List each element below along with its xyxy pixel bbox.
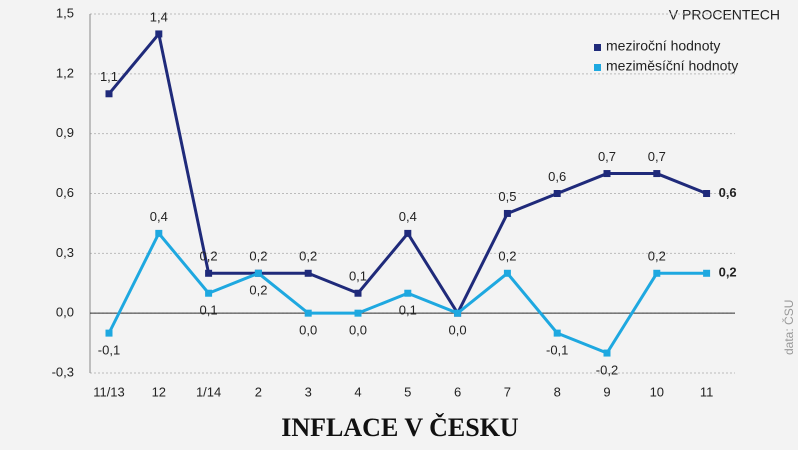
data-label: 0,2: [249, 249, 267, 264]
data-label: 0,2: [249, 283, 267, 298]
x-tick-label: 8: [554, 384, 561, 399]
data-label: 0,4: [399, 209, 417, 224]
data-label: 1,4: [150, 9, 168, 24]
point: [553, 190, 561, 197]
x-tick-label: 2: [255, 384, 262, 399]
data-label: 0,6: [548, 169, 566, 184]
point: [205, 289, 213, 297]
y-tick-label: 1,5: [56, 5, 74, 20]
data-label: 0,4: [150, 209, 168, 224]
y-tick-label: 0,0: [56, 305, 74, 320]
point: [653, 269, 661, 277]
point: [155, 229, 163, 237]
point: [354, 289, 362, 297]
data-label: 0,2: [200, 249, 218, 264]
point: [404, 229, 412, 237]
x-tick-label: 5: [404, 384, 411, 399]
data-label: 0,0: [349, 323, 367, 338]
point: [205, 269, 213, 277]
data-label: 0,7: [648, 149, 666, 164]
x-tick-label: 11/13: [93, 384, 125, 399]
data-label: -0,2: [596, 362, 618, 377]
legend-label: meziměsíční hodnoty: [606, 58, 738, 74]
point: [653, 170, 661, 178]
point: [354, 309, 362, 317]
data-label: 0,2: [648, 249, 666, 264]
data-label: 0,6: [719, 185, 737, 200]
x-tick-label: 12: [152, 384, 166, 399]
chart-subtitle: V PROCENTECH: [669, 7, 780, 23]
x-tick-label: 10: [650, 384, 664, 399]
data-label: 0,1: [399, 303, 417, 318]
data-label: 0,2: [498, 249, 516, 264]
y-tick-label: -0,3: [52, 364, 74, 379]
x-tick-label: 11: [700, 384, 714, 399]
point: [454, 309, 462, 317]
data-label: -0,1: [98, 343, 120, 358]
y-tick-label: 0,9: [56, 125, 74, 140]
legend-swatch: [594, 64, 601, 71]
point: [304, 269, 312, 277]
point: [603, 349, 611, 357]
point: [703, 269, 711, 277]
data-label: 0,1: [200, 303, 218, 318]
x-tick-label: 1/14: [196, 384, 221, 399]
point: [105, 90, 113, 98]
data-label: 0,0: [449, 323, 467, 338]
y-tick-label: 0,6: [56, 185, 74, 200]
point: [155, 30, 163, 38]
data-label: 1,1: [100, 69, 118, 84]
x-tick-label: 3: [305, 384, 312, 399]
point: [553, 329, 561, 337]
data-label: 0,0: [299, 323, 317, 338]
legend-swatch: [594, 44, 601, 51]
data-label: 0,5: [498, 189, 516, 204]
data-label: 0,1: [349, 269, 367, 284]
point: [503, 209, 511, 217]
legend-label: meziroční hodnoty: [606, 38, 720, 54]
point: [254, 269, 262, 277]
point: [105, 329, 113, 337]
source: data: ČSU: [781, 300, 796, 355]
point: [703, 190, 711, 197]
point: [503, 269, 511, 277]
x-tick-label: 9: [603, 384, 610, 399]
data-label: 0,2: [299, 249, 317, 264]
x-tick-label: 4: [354, 384, 361, 399]
y-tick-label: 1,2: [56, 65, 74, 80]
x-tick-label: 7: [504, 384, 511, 399]
point: [304, 309, 312, 317]
data-label: -0,1: [546, 343, 568, 358]
data-label: 0,7: [598, 149, 616, 164]
point: [404, 289, 412, 297]
data-label: 0,2: [719, 265, 737, 280]
x-tick-label: 6: [454, 384, 461, 399]
point: [603, 170, 611, 178]
y-tick-label: 0,3: [56, 245, 74, 260]
chart-title: INFLACE V ČESKU: [281, 413, 519, 442]
